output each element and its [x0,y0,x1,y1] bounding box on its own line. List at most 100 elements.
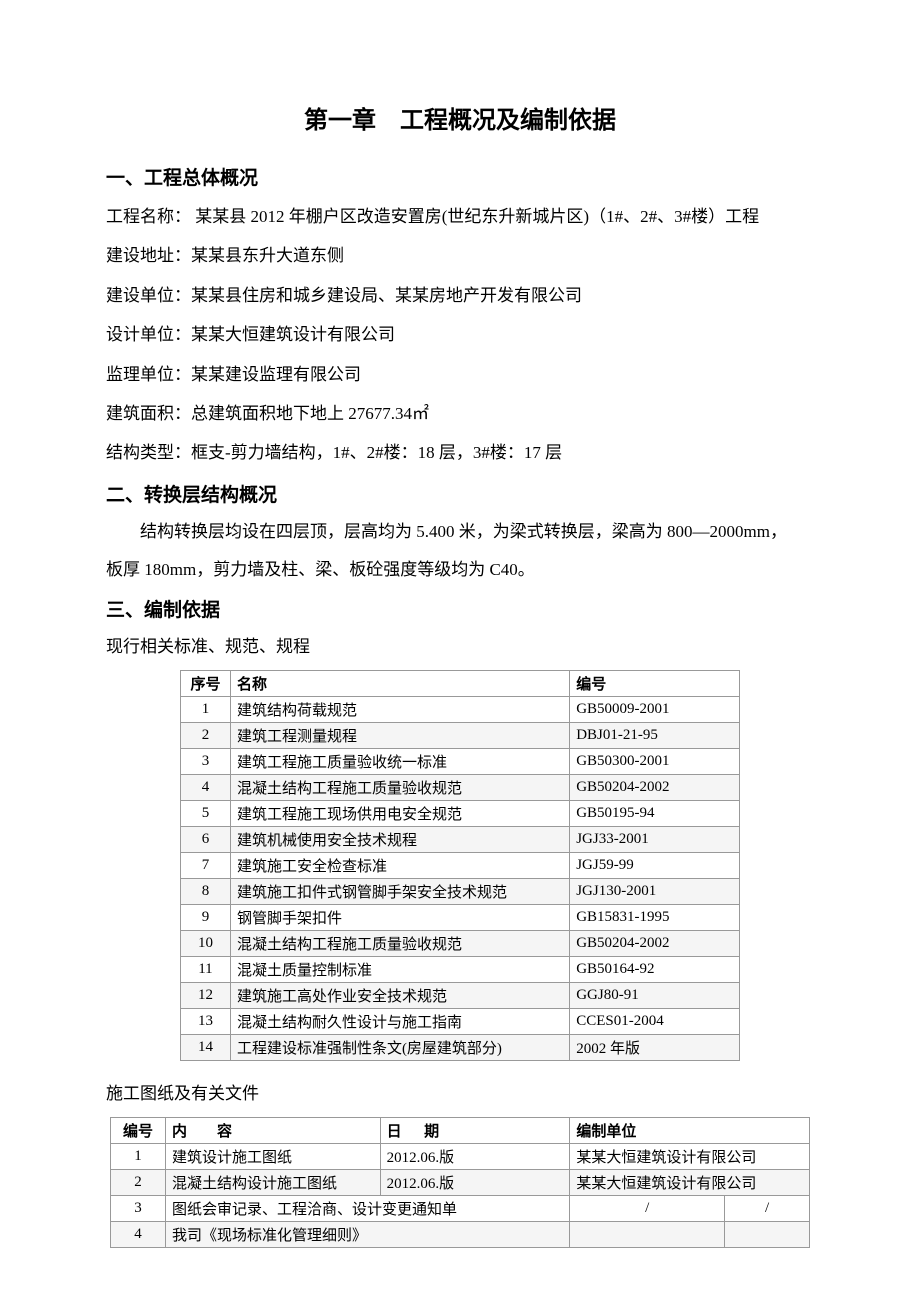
section1-heading: 一、工程总体概况 [106,163,814,190]
td-name: 建筑施工扣件式钢管脚手架安全技术规范 [230,878,569,904]
table-row: 11混凝土质量控制标准GB50164-92 [181,956,740,982]
th-seq: 编号 [111,1117,166,1143]
td-name: 建筑结构荷载规范 [230,696,569,722]
td-seq: 6 [181,826,231,852]
td-seq: 2 [181,722,231,748]
td-seq: 9 [181,904,231,930]
th-seq: 序号 [181,670,231,696]
table-row: 1建筑结构荷载规范GB50009-2001 [181,696,740,722]
td-code: JGJ59-99 [570,852,740,878]
table-row: 1建筑设计施工图纸2012.06.版某某大恒建筑设计有限公司 [111,1143,810,1169]
td-seq: 1 [111,1143,166,1169]
section2-para2: 板厚 180mm，剪力墙及柱、梁、板砼强度等级均为 C40。 [106,553,814,587]
td-content: 图纸会审记录、工程洽商、设计变更通知单 [165,1195,569,1221]
td-org: 某某大恒建筑设计有限公司 [570,1143,810,1169]
td-seq: 7 [181,852,231,878]
td-org: 某某大恒建筑设计有限公司 [570,1169,810,1195]
td-code: JGJ130-2001 [570,878,740,904]
section3-sub2: 施工图纸及有关文件 [106,1077,814,1111]
section2-heading: 二、转换层结构概况 [106,480,814,507]
td-name: 建筑机械使用安全技术规程 [230,826,569,852]
td-code: GB15831-1995 [570,904,740,930]
section2-para1: 结构转换层均设在四层顶，层高均为 5.400 米，为梁式转换层，梁高为 800—… [106,515,814,549]
table-row: 12建筑施工高处作业安全技术规范GGJ80-91 [181,982,740,1008]
table-row: 2建筑工程测量规程DBJ01-21-95 [181,722,740,748]
td-name: 工程建设标准强制性条文(房屋建筑部分) [230,1034,569,1060]
th-org: 编制单位 [570,1117,810,1143]
td-name: 混凝土结构工程施工质量验收规范 [230,774,569,800]
td-seq: 8 [181,878,231,904]
standards-table: 序号 名称 编号 1建筑结构荷载规范GB50009-20012建筑工程测量规程D… [180,670,740,1061]
section3-sub1: 现行相关标准、规范、规程 [106,630,814,664]
project-designer: 设计单位：某某大恒建筑设计有限公司 [106,316,814,353]
td-code: GGJ80-91 [570,982,740,1008]
table-row: 13混凝土结构耐久性设计与施工指南CCES01-2004 [181,1008,740,1034]
td-code: GB50009-2001 [570,696,740,722]
table-header-row: 编号 内容 日期 编制单位 [111,1117,810,1143]
table-row: 3建筑工程施工质量验收统一标准GB50300-2001 [181,748,740,774]
td-code: GB50204-2002 [570,930,740,956]
td-seq: 13 [181,1008,231,1034]
td-content: 我司《现场标准化管理细则》 [165,1221,569,1247]
td-code: 2002 年版 [570,1034,740,1060]
td-date: 2012.06.版 [380,1143,570,1169]
td-code: CCES01-2004 [570,1008,740,1034]
project-owner: 建设单位：某某县住房和城乡建设局、某某房地产开发有限公司 [106,277,814,314]
td-name: 建筑施工高处作业安全技术规范 [230,982,569,1008]
td-code: GB50164-92 [570,956,740,982]
td-code: GB50195-94 [570,800,740,826]
th-name: 名称 [230,670,569,696]
td-seq: 5 [181,800,231,826]
td-seq: 4 [181,774,231,800]
td-seq: 1 [181,696,231,722]
documents-table: 编号 内容 日期 编制单位 1建筑设计施工图纸2012.06.版某某大恒建筑设计… [110,1117,810,1248]
td-name: 钢管脚手架扣件 [230,904,569,930]
table-header-row: 序号 名称 编号 [181,670,740,696]
table-row: 8建筑施工扣件式钢管脚手架安全技术规范JGJ130-2001 [181,878,740,904]
td-name: 建筑工程施工质量验收统一标准 [230,748,569,774]
table-row: 7建筑施工安全检查标准JGJ59-99 [181,852,740,878]
td-content: 混凝土结构设计施工图纸 [165,1169,380,1195]
td-code: GB50204-2002 [570,774,740,800]
td-name: 建筑工程施工现场供用电安全规范 [230,800,569,826]
td-name: 建筑施工安全检查标准 [230,852,569,878]
td-seq: 3 [181,748,231,774]
table-row: 6建筑机械使用安全技术规程JGJ33-2001 [181,826,740,852]
project-name: 工程名称： 某某县 2012 年棚户区改造安置房(世纪东升新城片区)（1#、2#… [106,198,814,235]
table-row: 3图纸会审记录、工程洽商、设计变更通知单// [111,1195,810,1221]
td-seq: 4 [111,1221,166,1247]
table-row: 9钢管脚手架扣件GB15831-1995 [181,904,740,930]
section3-heading: 三、编制依据 [106,595,814,622]
td-code: DBJ01-21-95 [570,722,740,748]
td-code: JGJ33-2001 [570,826,740,852]
td-c1: / [570,1195,725,1221]
table-row: 4我司《现场标准化管理细则》 [111,1221,810,1247]
td-name: 混凝土质量控制标准 [230,956,569,982]
td-seq: 14 [181,1034,231,1060]
project-supervisor: 监理单位：某某建设监理有限公司 [106,356,814,393]
td-seq: 2 [111,1169,166,1195]
td-c2 [725,1221,810,1247]
project-area: 建筑面积：总建筑面积地下地上 27677.34㎡ [106,395,814,432]
project-structure: 结构类型：框支-剪力墙结构，1#、2#楼：18 层，3#楼：17 层 [106,434,814,471]
table-row: 5建筑工程施工现场供用电安全规范GB50195-94 [181,800,740,826]
project-address: 建设地址：某某县东升大道东侧 [106,237,814,274]
td-seq: 10 [181,930,231,956]
th-content: 内容 [165,1117,380,1143]
td-date: 2012.06.版 [380,1169,570,1195]
td-content: 建筑设计施工图纸 [165,1143,380,1169]
td-seq: 11 [181,956,231,982]
td-seq: 12 [181,982,231,1008]
table-row: 14工程建设标准强制性条文(房屋建筑部分)2002 年版 [181,1034,740,1060]
td-code: GB50300-2001 [570,748,740,774]
table-row: 10混凝土结构工程施工质量验收规范GB50204-2002 [181,930,740,956]
td-c2: / [725,1195,810,1221]
chapter-title: 第一章 工程概况及编制依据 [106,100,814,135]
td-c1 [570,1221,725,1247]
th-code: 编号 [570,670,740,696]
td-name: 建筑工程测量规程 [230,722,569,748]
td-name: 混凝土结构耐久性设计与施工指南 [230,1008,569,1034]
td-seq: 3 [111,1195,166,1221]
th-date: 日期 [380,1117,570,1143]
td-name: 混凝土结构工程施工质量验收规范 [230,930,569,956]
